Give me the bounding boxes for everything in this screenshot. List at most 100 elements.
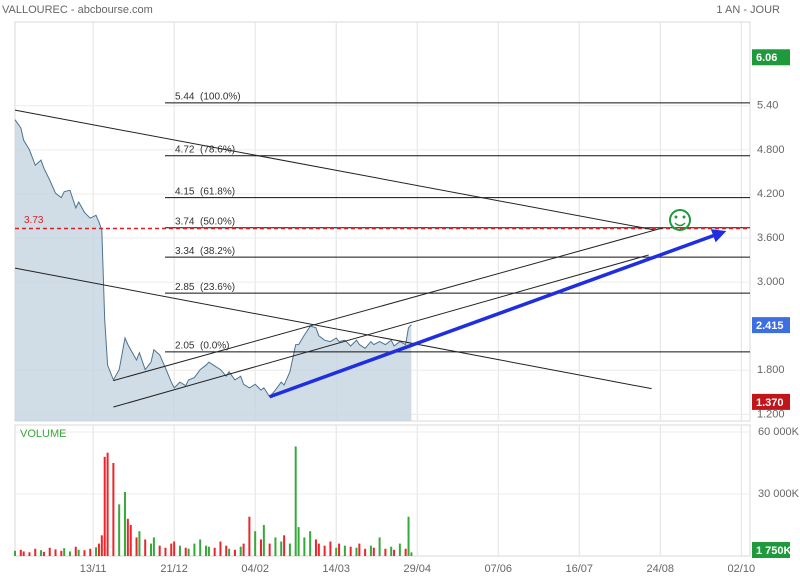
volume-bar <box>410 552 413 556</box>
y-tick-label: 1.800 <box>757 364 785 376</box>
volume-bar <box>335 547 338 556</box>
x-tick-label: 29/04 <box>403 563 431 575</box>
volume-bar <box>28 552 31 556</box>
volume-bar <box>390 546 393 556</box>
reference-label: 3.73 <box>24 215 44 226</box>
x-tick-label: 21/12 <box>160 563 188 575</box>
volume-bar <box>398 543 401 556</box>
volume-bar <box>259 539 262 556</box>
y-tick-label: 4.200 <box>757 188 785 200</box>
fib-label: 3.74 (50.0%) <box>175 216 235 227</box>
volume-bar <box>280 541 283 556</box>
fib-label: 3.34 (38.2%) <box>175 246 235 257</box>
volume-bar <box>83 550 86 556</box>
y-tick-label: 3.000 <box>757 276 785 288</box>
title: VALLOUREC - abcbourse.com <box>2 4 153 16</box>
value-marker-label: 1.370 <box>756 397 784 409</box>
fib-label: 4.72 (78.6%) <box>175 144 235 155</box>
y-tick-label: 1.200 <box>757 408 785 420</box>
volume-bar <box>77 549 80 556</box>
volume-bar <box>407 516 410 556</box>
volume-bar <box>274 537 277 556</box>
volume-bar <box>19 549 22 556</box>
volume-bar <box>178 545 181 556</box>
fib-label: 4.15 (61.8%) <box>175 186 235 197</box>
volume-bar <box>63 548 66 556</box>
volume-bar <box>89 548 92 556</box>
fib-label: 2.85 (23.6%) <box>175 282 235 293</box>
volume-bar <box>393 549 396 556</box>
trendline <box>14 267 652 390</box>
volume-bar <box>103 456 106 556</box>
volume-bar <box>74 546 77 556</box>
y-tick-label: 30 000K <box>758 488 800 500</box>
volume-bar <box>34 548 37 556</box>
volume-bar <box>135 537 138 556</box>
volume-bar <box>349 546 352 556</box>
volume-bar <box>233 549 236 556</box>
volume-bar <box>164 547 167 556</box>
volume-bar <box>193 543 196 556</box>
volume-bar <box>239 546 242 556</box>
value-marker <box>752 542 790 558</box>
volume-bar <box>170 543 173 556</box>
volume-bar <box>329 541 332 556</box>
volume-bar <box>97 543 100 556</box>
value-marker-label: 6.06 <box>756 52 777 64</box>
x-tick-label: 07/06 <box>484 563 512 575</box>
volume-bar <box>112 463 115 556</box>
volume-bar <box>106 452 109 556</box>
volume-bar <box>100 535 103 556</box>
volume-bar <box>384 548 387 556</box>
volume-bar <box>338 543 341 556</box>
volume-bar <box>14 550 16 556</box>
volume-bar <box>369 545 372 556</box>
volume-bar <box>343 545 346 556</box>
volume-bar <box>199 539 202 556</box>
volume-bar <box>118 504 121 556</box>
volume-frame <box>14 424 751 557</box>
y-tick-label: 3.600 <box>757 232 785 244</box>
volume-bar <box>303 537 306 556</box>
volume-bar <box>158 545 161 556</box>
trendline <box>113 254 649 408</box>
volume-bar <box>323 545 326 556</box>
volume-bar <box>204 545 207 556</box>
trendline <box>14 109 655 231</box>
volume-bar <box>355 547 358 556</box>
volume-bar <box>372 547 375 556</box>
x-tick-label: 13/11 <box>80 563 107 575</box>
volume-bar <box>294 446 297 556</box>
x-tick-label: 02/10 <box>728 563 756 575</box>
volume-bar <box>314 539 317 556</box>
volume-bar <box>184 547 187 556</box>
value-marker-label: 2.415 <box>756 320 784 332</box>
fib-label: 2.05 (0.0%) <box>175 341 229 352</box>
volume-bar <box>48 547 51 556</box>
x-tick-label: 04/02 <box>241 563 269 575</box>
x-tick-label: 24/08 <box>647 563 675 575</box>
volume-bar <box>242 543 245 556</box>
value-marker <box>752 49 790 66</box>
volume-bar <box>358 543 361 556</box>
volume-bar <box>283 535 286 556</box>
volume-bar <box>187 548 190 556</box>
y-tick-label: 60 000K <box>758 426 800 438</box>
volume-bar <box>225 545 228 556</box>
price-area <box>15 119 412 421</box>
smiley-icon <box>669 209 691 231</box>
value-marker <box>752 393 790 410</box>
fib-label: 5.44 (100.0%) <box>175 91 241 102</box>
volume-bar <box>152 537 155 556</box>
volume-bar <box>95 547 98 556</box>
volume-bar <box>126 518 129 556</box>
volume-bar <box>213 547 216 556</box>
volume-bar <box>40 550 43 556</box>
volume-bar <box>262 525 265 556</box>
volume-bar <box>144 539 147 556</box>
price-line <box>14 119 412 398</box>
volume-bar <box>309 531 312 556</box>
value-marker <box>752 317 790 334</box>
volume-bar <box>150 543 153 556</box>
